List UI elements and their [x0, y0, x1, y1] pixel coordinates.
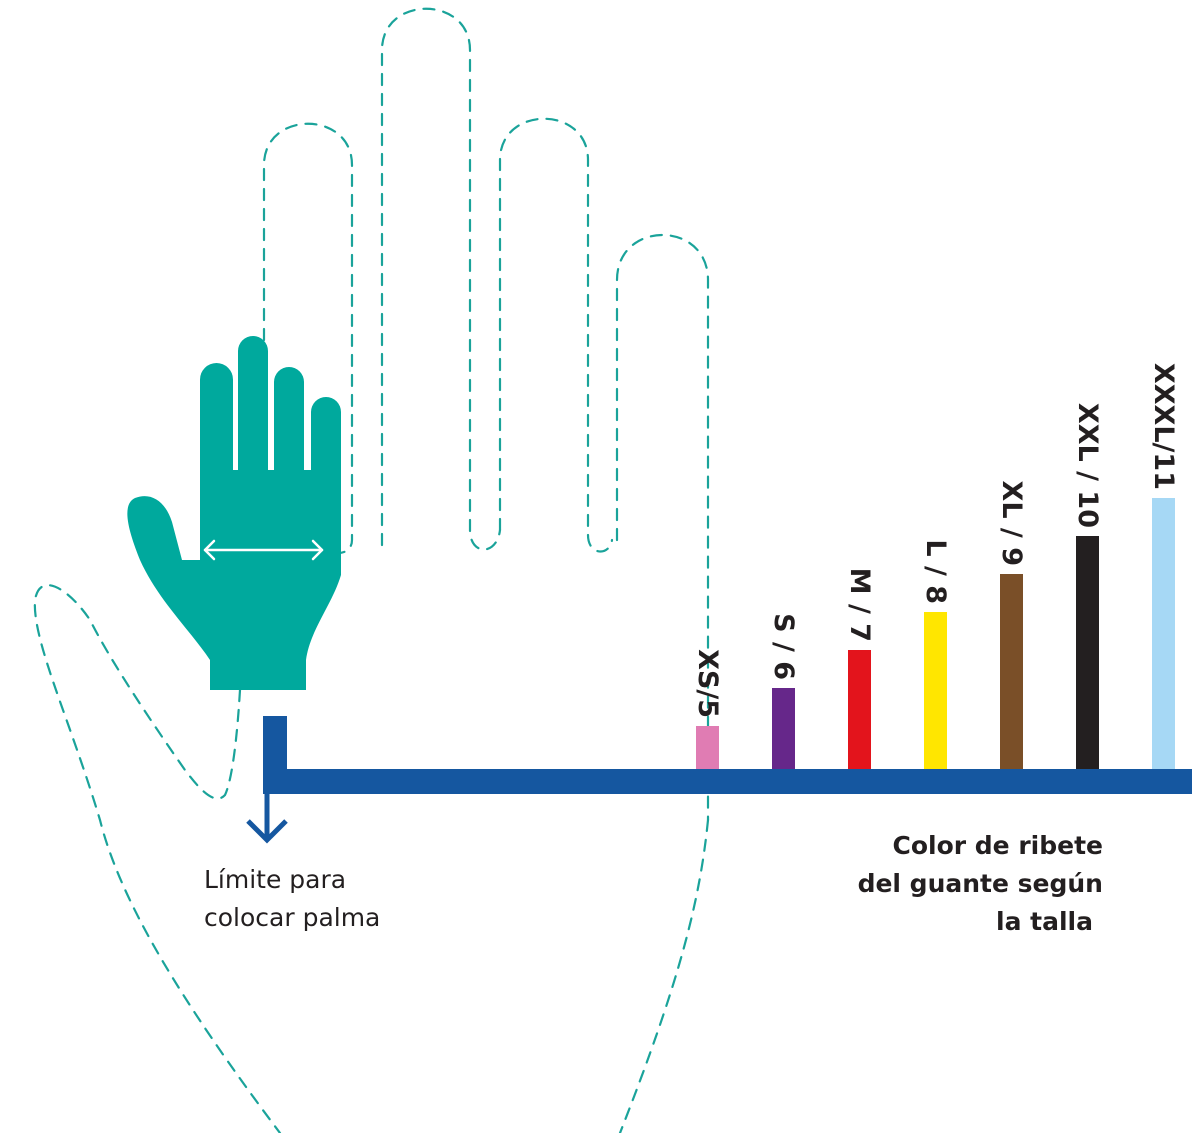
palm-limit-line2: colocar palma	[204, 903, 380, 932]
arrow-down-icon	[246, 790, 288, 844]
size-bar-6	[1076, 536, 1099, 769]
size-label-5: XL / 9	[996, 481, 1027, 566]
size-bar-1	[696, 726, 719, 769]
hand-icon	[127, 336, 341, 690]
trim-color-line2: del guante según	[858, 869, 1103, 898]
size-label-1: XS/5	[692, 649, 723, 718]
double-arrow-icon	[203, 539, 324, 561]
size-label-2: S / 6	[768, 613, 799, 680]
size-label-3: M / 7	[844, 568, 875, 642]
palm-limit-line1: Límite para	[204, 865, 346, 894]
size-label-4: L / 8	[920, 539, 951, 604]
size-label-7: XXXL/11	[1148, 363, 1179, 490]
size-bar-4	[924, 612, 947, 769]
trim-color-line1: Color de ribete	[892, 831, 1103, 860]
size-label-6: XXL / 10	[1072, 403, 1103, 528]
size-bar-3	[848, 650, 871, 769]
ruler	[263, 716, 1192, 794]
size-bar-2	[772, 688, 795, 769]
size-bar-5	[1000, 574, 1023, 769]
trim-color-line3: la talla	[996, 907, 1093, 936]
hand-outline-icon	[33, 7, 710, 1133]
size-bars: XS/5 S / 6 M / 7 L / 8 XL / 9 XXL / 10 XXXL/11	[692, 363, 1179, 769]
size-bar-7	[1152, 498, 1175, 769]
